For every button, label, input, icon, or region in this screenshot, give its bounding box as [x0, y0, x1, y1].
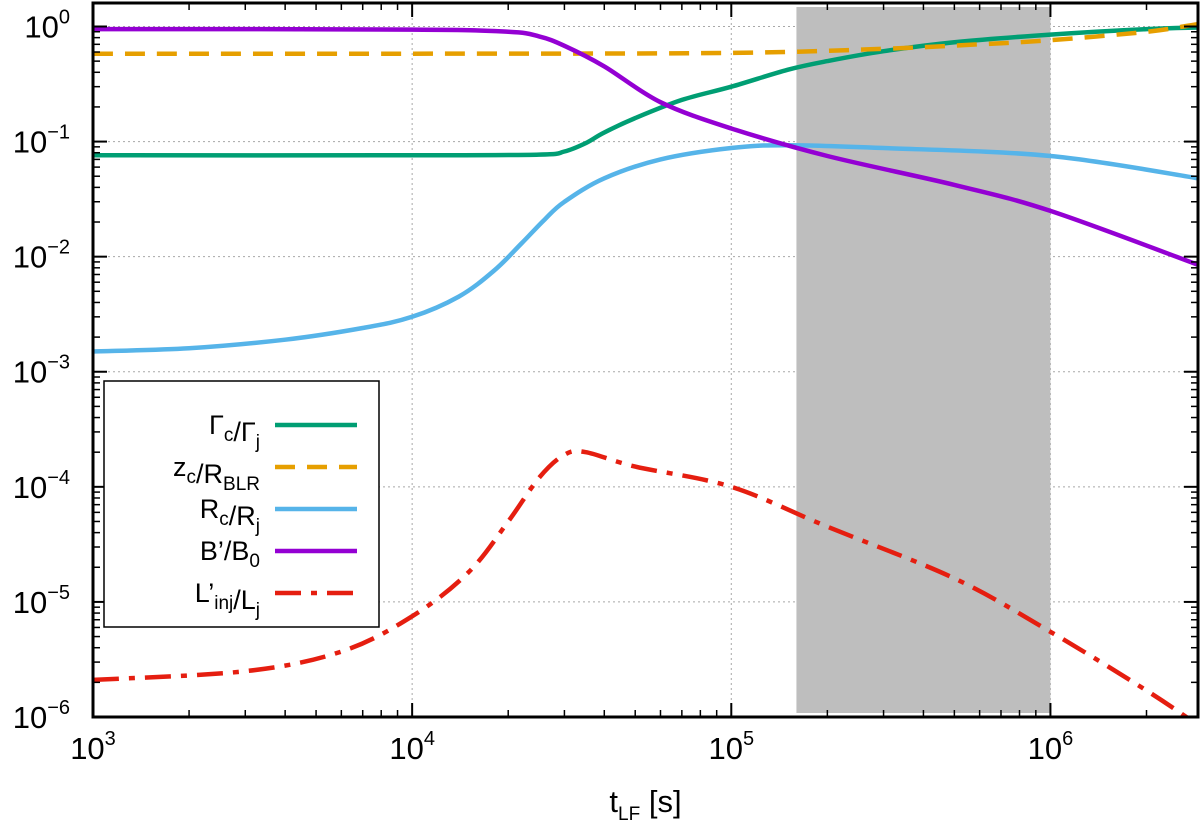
y-tick-exp: −5	[47, 582, 70, 604]
y-tick-exp: −4	[47, 467, 70, 489]
series-line-bfield	[93, 26, 1198, 267]
y-tick-exp: 0	[59, 6, 70, 28]
x-tick-exp: 5	[743, 728, 754, 750]
legend-label-sub: c	[224, 425, 234, 446]
series-line-linj	[93, 448, 1191, 717]
series-line-rc	[93, 142, 1198, 354]
legend-label-bfield: B’/B0	[200, 536, 260, 572]
y-tick-label: 10−1	[13, 122, 70, 160]
legend-label-sub: 0	[249, 551, 260, 572]
legend-label-sub: inj	[214, 593, 233, 614]
legend-label-base: z	[173, 452, 187, 482]
x-tick-base: 10	[389, 731, 423, 766]
x-tick-exp: 3	[105, 728, 116, 750]
legend-label-sub: j	[255, 432, 260, 453]
x-axis-label-base: t	[609, 784, 618, 819]
shaded-region-layer	[796, 7, 1051, 713]
x-tick-exp: 4	[424, 728, 435, 750]
y-tick-exp: −3	[47, 352, 70, 374]
y-tick-base: 10	[24, 9, 58, 44]
y-tick-base: 10	[13, 585, 47, 620]
legend-label-sub: c	[219, 509, 229, 530]
shaded-region	[796, 7, 1051, 713]
legend-label-base: B’	[200, 536, 224, 566]
x-axis-label: tLF [s]	[609, 784, 681, 825]
legend-label-linj: L’inj/Lj	[195, 578, 260, 621]
legend-label-gamma: Γc/Γj	[209, 410, 260, 453]
series-line-gamma	[93, 25, 1198, 158]
legend-label-sub: j	[255, 516, 260, 537]
legend-label-sub: BLR	[223, 474, 260, 495]
x-tick-base: 10	[708, 731, 742, 766]
y-tick-base: 10	[13, 240, 47, 275]
legend-label-rc: Rc/Rj	[200, 494, 260, 537]
plot-frame	[91, 1, 1200, 719]
legend-label-base: /Γ	[233, 417, 256, 447]
legend-label-base: R	[200, 494, 220, 524]
y-tick-base: 10	[13, 700, 47, 735]
y-tick-base: 10	[13, 470, 47, 505]
y-tick-label: 100	[24, 6, 70, 44]
y-tick-label: 10−4	[13, 467, 70, 505]
legend-label-base: /R	[229, 501, 256, 531]
legend-label-base: /L	[233, 585, 256, 615]
legend-label-sub: j	[255, 600, 260, 621]
y-tick-exp: −1	[47, 122, 70, 144]
y-tick-label: 10−6	[13, 697, 70, 735]
series-line-zc	[93, 21, 1198, 57]
legend-box	[103, 380, 380, 628]
legend-label-base: /B	[224, 536, 250, 566]
x-tick-label: 106	[1028, 728, 1074, 766]
tick-layer	[92, 3, 1198, 718]
legend-label-zc: zc/RBLR	[173, 452, 260, 495]
x-tick-label: 104	[389, 728, 435, 766]
x-tick-exp: 6	[1062, 728, 1073, 750]
x-tick-label: 105	[708, 728, 754, 766]
y-tick-exp: −6	[47, 697, 70, 719]
y-tick-base: 10	[13, 355, 47, 390]
x-tick-base: 10	[1028, 731, 1062, 766]
y-tick-exp: −2	[47, 237, 70, 259]
y-tick-base: 10	[13, 125, 47, 160]
y-tick-label: 10−5	[13, 582, 70, 620]
y-tick-label: 10−3	[13, 352, 70, 390]
x-tick-base: 10	[70, 731, 104, 766]
x-axis-label-sub: LF	[618, 804, 640, 825]
series-layer	[93, 21, 1198, 717]
legend-label-sub: c	[187, 467, 197, 488]
y-tick-label: 10−2	[13, 237, 70, 275]
legend-label-base: L’	[195, 578, 215, 608]
legend-label-base: /R	[196, 459, 223, 489]
x-tick-label: 103	[70, 728, 116, 766]
legend-label-base: Γ	[209, 410, 224, 440]
x-axis-label-suffix: [s]	[640, 784, 681, 819]
